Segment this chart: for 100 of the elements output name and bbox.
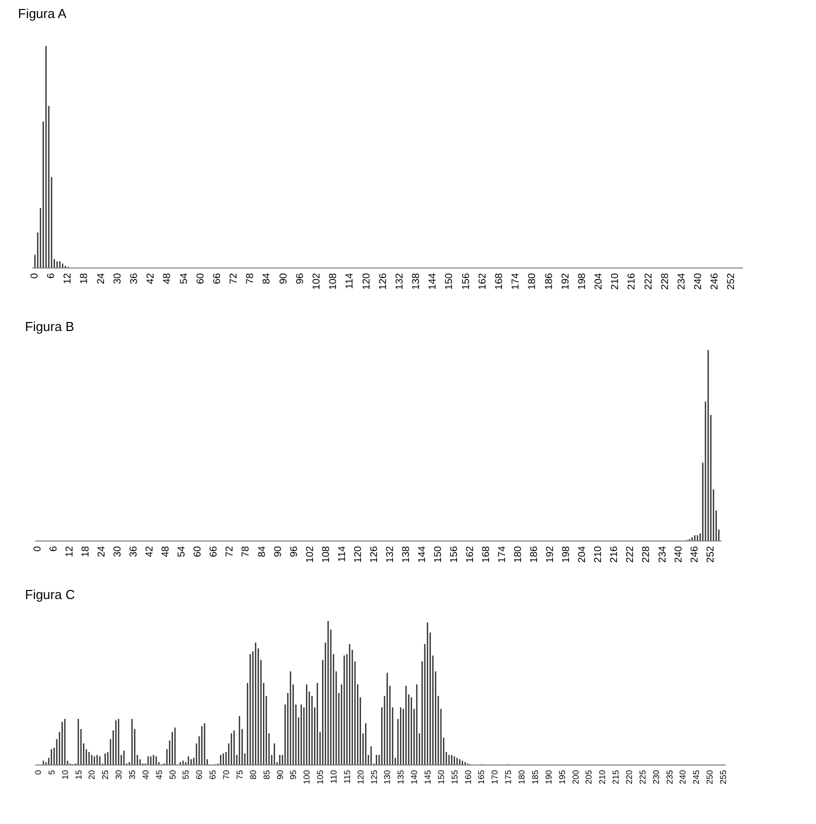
- x-tick-label: 84: [256, 546, 268, 558]
- x-tick-label: 210: [593, 546, 604, 563]
- x-tick-label: 6: [48, 546, 60, 552]
- x-tick-label: 60: [195, 272, 206, 284]
- x-tick-label: 30: [114, 770, 124, 780]
- x-tick-label: 246: [710, 272, 721, 290]
- x-tick-label: 225: [637, 770, 648, 784]
- x-tick-label: 60: [192, 546, 204, 558]
- x-tick-label: 110: [328, 770, 338, 784]
- x-tick-label: 36: [129, 272, 140, 284]
- x-tick-label: 165: [476, 770, 486, 784]
- x-tick-label: 78: [245, 272, 256, 284]
- x-tick-label: 24: [96, 546, 108, 558]
- x-tick-label: 235: [664, 770, 674, 784]
- x-tick-label: 24: [96, 272, 107, 284]
- x-tick-label: 120: [355, 770, 366, 784]
- x-tick-label: 180: [516, 770, 527, 784]
- x-tick-label: 35: [127, 770, 138, 780]
- x-tick-label: 100: [302, 770, 312, 784]
- x-tick-label: 144: [416, 546, 428, 563]
- x-tick-label: 246: [689, 546, 700, 563]
- x-tick-label: 85: [261, 770, 272, 780]
- x-tick-label: 145: [422, 770, 433, 784]
- x-tick-label: 195: [556, 770, 567, 784]
- x-tick-label: 15: [73, 770, 84, 780]
- x-tick-label: 102: [304, 546, 316, 563]
- x-tick-label: 90: [272, 546, 284, 558]
- x-tick-label: 170: [490, 770, 500, 784]
- x-tick-label: 190: [543, 770, 554, 784]
- x-tick-label: 230: [650, 770, 661, 784]
- x-tick-label: 150: [436, 770, 446, 784]
- x-tick-label: 114: [344, 272, 356, 289]
- x-tick-label: 186: [529, 546, 540, 563]
- x-tick-label: 75: [234, 770, 244, 780]
- x-tick-label: 215: [610, 770, 621, 784]
- x-tick-label: 0: [32, 770, 43, 775]
- chart-title: Figura A: [18, 6, 67, 21]
- x-tick-label: 36: [128, 546, 140, 558]
- x-tick-label: 54: [178, 272, 190, 284]
- x-tick-label: 120: [361, 272, 372, 290]
- x-tick-label: 125: [368, 770, 379, 784]
- x-tick-label: 162: [477, 272, 488, 290]
- x-tick-label: 102: [311, 272, 322, 290]
- x-tick-label: 240: [678, 770, 688, 784]
- x-tick-label: 42: [146, 272, 157, 284]
- x-tick-label: 168: [481, 546, 492, 563]
- x-tick-label: 234: [676, 272, 688, 290]
- x-tick-label: 174: [510, 272, 522, 290]
- x-tick-label: 126: [368, 546, 380, 563]
- x-tick-label: 192: [560, 272, 572, 290]
- x-tick-label: 144: [428, 272, 439, 290]
- chart-title: Figura B: [25, 319, 74, 334]
- x-tick-label: 198: [561, 546, 572, 563]
- x-tick-label: 240: [693, 272, 704, 290]
- x-tick-label: 162: [465, 546, 476, 563]
- x-tick-label: 192: [545, 546, 556, 563]
- x-tick-label: 108: [320, 546, 332, 563]
- x-tick-label: 20: [86, 770, 97, 780]
- x-tick-label: 222: [643, 272, 654, 290]
- x-tick-label: 174: [497, 546, 508, 563]
- x-tick-label: 6: [46, 272, 58, 279]
- x-tick-label: 95: [288, 770, 298, 780]
- x-tick-label: 222: [625, 546, 636, 563]
- x-tick-label: 72: [224, 546, 236, 558]
- x-tick-label: 72: [228, 272, 240, 284]
- x-tick-label: 180: [527, 272, 538, 290]
- x-tick-label: 126: [378, 272, 389, 290]
- x-tick-label: 84: [262, 272, 273, 284]
- x-tick-label: 138: [400, 546, 412, 563]
- x-tick-label: 42: [144, 546, 156, 558]
- x-tick-label: 115: [342, 770, 352, 784]
- x-tick-label: 80: [248, 770, 258, 780]
- x-tick-label: 132: [394, 272, 406, 290]
- x-tick-label: 255: [718, 770, 728, 784]
- x-tick-label: 18: [79, 272, 90, 284]
- x-tick-label: 25: [100, 770, 110, 780]
- x-tick-label: 234: [657, 546, 668, 563]
- x-tick-label: 135: [396, 770, 406, 784]
- x-tick-label: 55: [180, 770, 191, 780]
- x-tick-label: 50: [167, 770, 178, 780]
- x-tick-label: 245: [691, 770, 702, 784]
- x-tick-label: 54: [176, 546, 188, 558]
- x-tick-label: 228: [660, 272, 671, 290]
- x-tick-label: 168: [494, 272, 505, 290]
- x-tick-label: 18: [80, 546, 92, 558]
- x-tick-label: 250: [704, 770, 715, 784]
- x-tick-label: 150: [444, 272, 456, 290]
- x-tick-label: 48: [160, 546, 172, 558]
- x-tick-label: 0: [32, 546, 44, 552]
- x-tick-label: 200: [570, 770, 580, 784]
- x-tick-label: 60: [194, 770, 204, 780]
- x-tick-label: 5: [46, 770, 56, 775]
- x-tick-label: 0: [29, 272, 40, 279]
- x-tick-label: 66: [208, 546, 220, 558]
- x-tick-label: 140: [409, 770, 420, 784]
- x-tick-label: 156: [448, 546, 460, 563]
- x-tick-label: 240: [673, 546, 684, 563]
- x-tick-label: 30: [112, 272, 124, 284]
- x-tick-label: 216: [626, 272, 638, 290]
- x-tick-label: 96: [294, 272, 306, 284]
